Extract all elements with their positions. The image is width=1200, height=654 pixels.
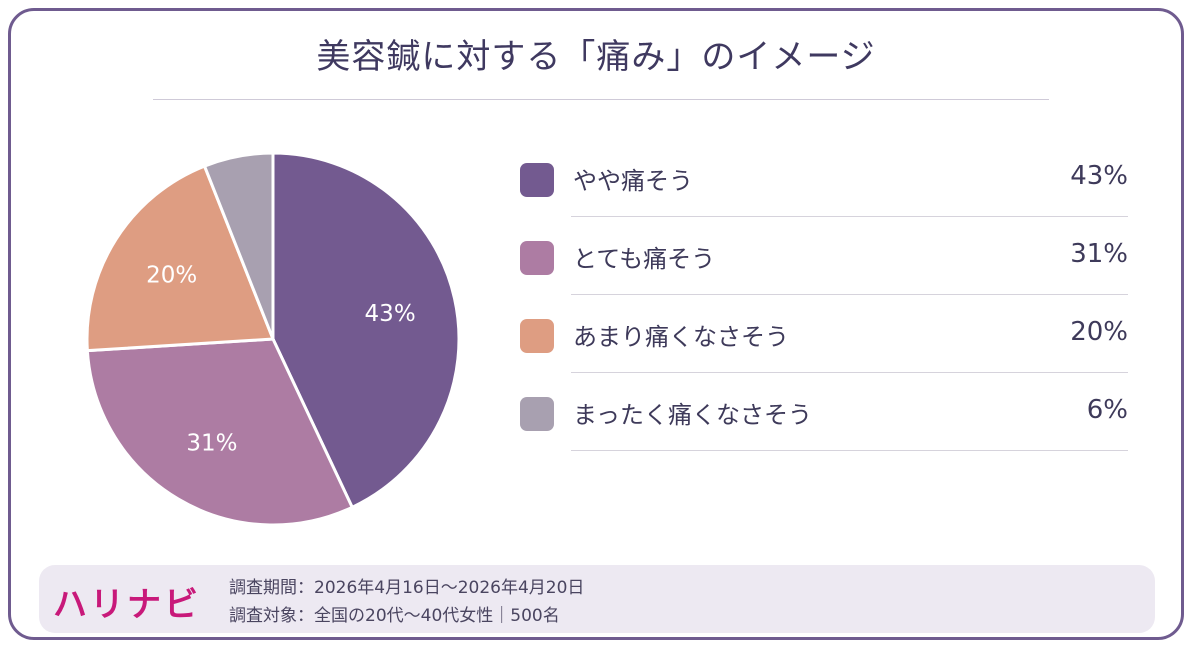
legend-value: 6% [1086,395,1128,425]
pie-chart: 43% 31% 20% [85,151,461,527]
legend-item: まったく痛くなさそう 6% [516,373,1128,451]
legend-divider [571,294,1128,295]
pie-slice-1 [85,337,355,527]
survey-period: 調査期間：2026年4月16日〜2026年4月20日 [229,578,585,598]
legend-swatch [520,241,554,275]
legend-item: とても痛そう 31% [516,217,1128,295]
pie-slice-3 [202,151,275,340]
pie-slice-2 [85,164,276,353]
chart-title: 美容鍼に対する「痛み」のイメージ [316,37,876,77]
legend-item: やや痛そう 43% [516,139,1128,217]
legend-value: 43% [1070,161,1128,191]
chart-card: 美容鍼に対する「痛み」のイメージ 43% 31% 20% やや痛そう 43% とても痛そ… [8,8,1184,640]
pie-slice-label-0: 43% [365,301,416,327]
legend-swatch [520,163,554,197]
legend-divider [571,216,1128,217]
pie-slice-label-1: 31% [186,430,237,456]
legend-label: あまり痛くなさそう [573,323,789,351]
legend-divider [571,372,1128,373]
legend: やや痛そう 43% とても痛そう 31% あまり痛くなさそう 20% まったく痛くなさそう 6… [516,139,1128,451]
pie-slice-0 [271,151,461,510]
legend-divider [571,450,1128,451]
legend-label: まったく痛くなさそう [573,401,813,429]
brand-logo: ハリナビ [53,585,201,625]
legend-value: 31% [1070,239,1128,269]
legend-label: やや痛そう [573,167,693,195]
legend-item: あまり痛くなさそう 20% [516,295,1128,373]
legend-value: 20% [1070,317,1128,347]
legend-label: とても痛そう [573,245,716,273]
survey-footer: ハリナビ 調査期間：2026年4月16日〜2026年4月20日 調査対象：全国の… [39,565,1155,633]
pie-slice-label-2: 20% [146,263,197,289]
title-divider [153,99,1049,100]
legend-swatch [520,397,554,431]
survey-target: 調査対象：全国の20代〜40代女性｜500名 [229,606,560,626]
legend-swatch [520,319,554,353]
